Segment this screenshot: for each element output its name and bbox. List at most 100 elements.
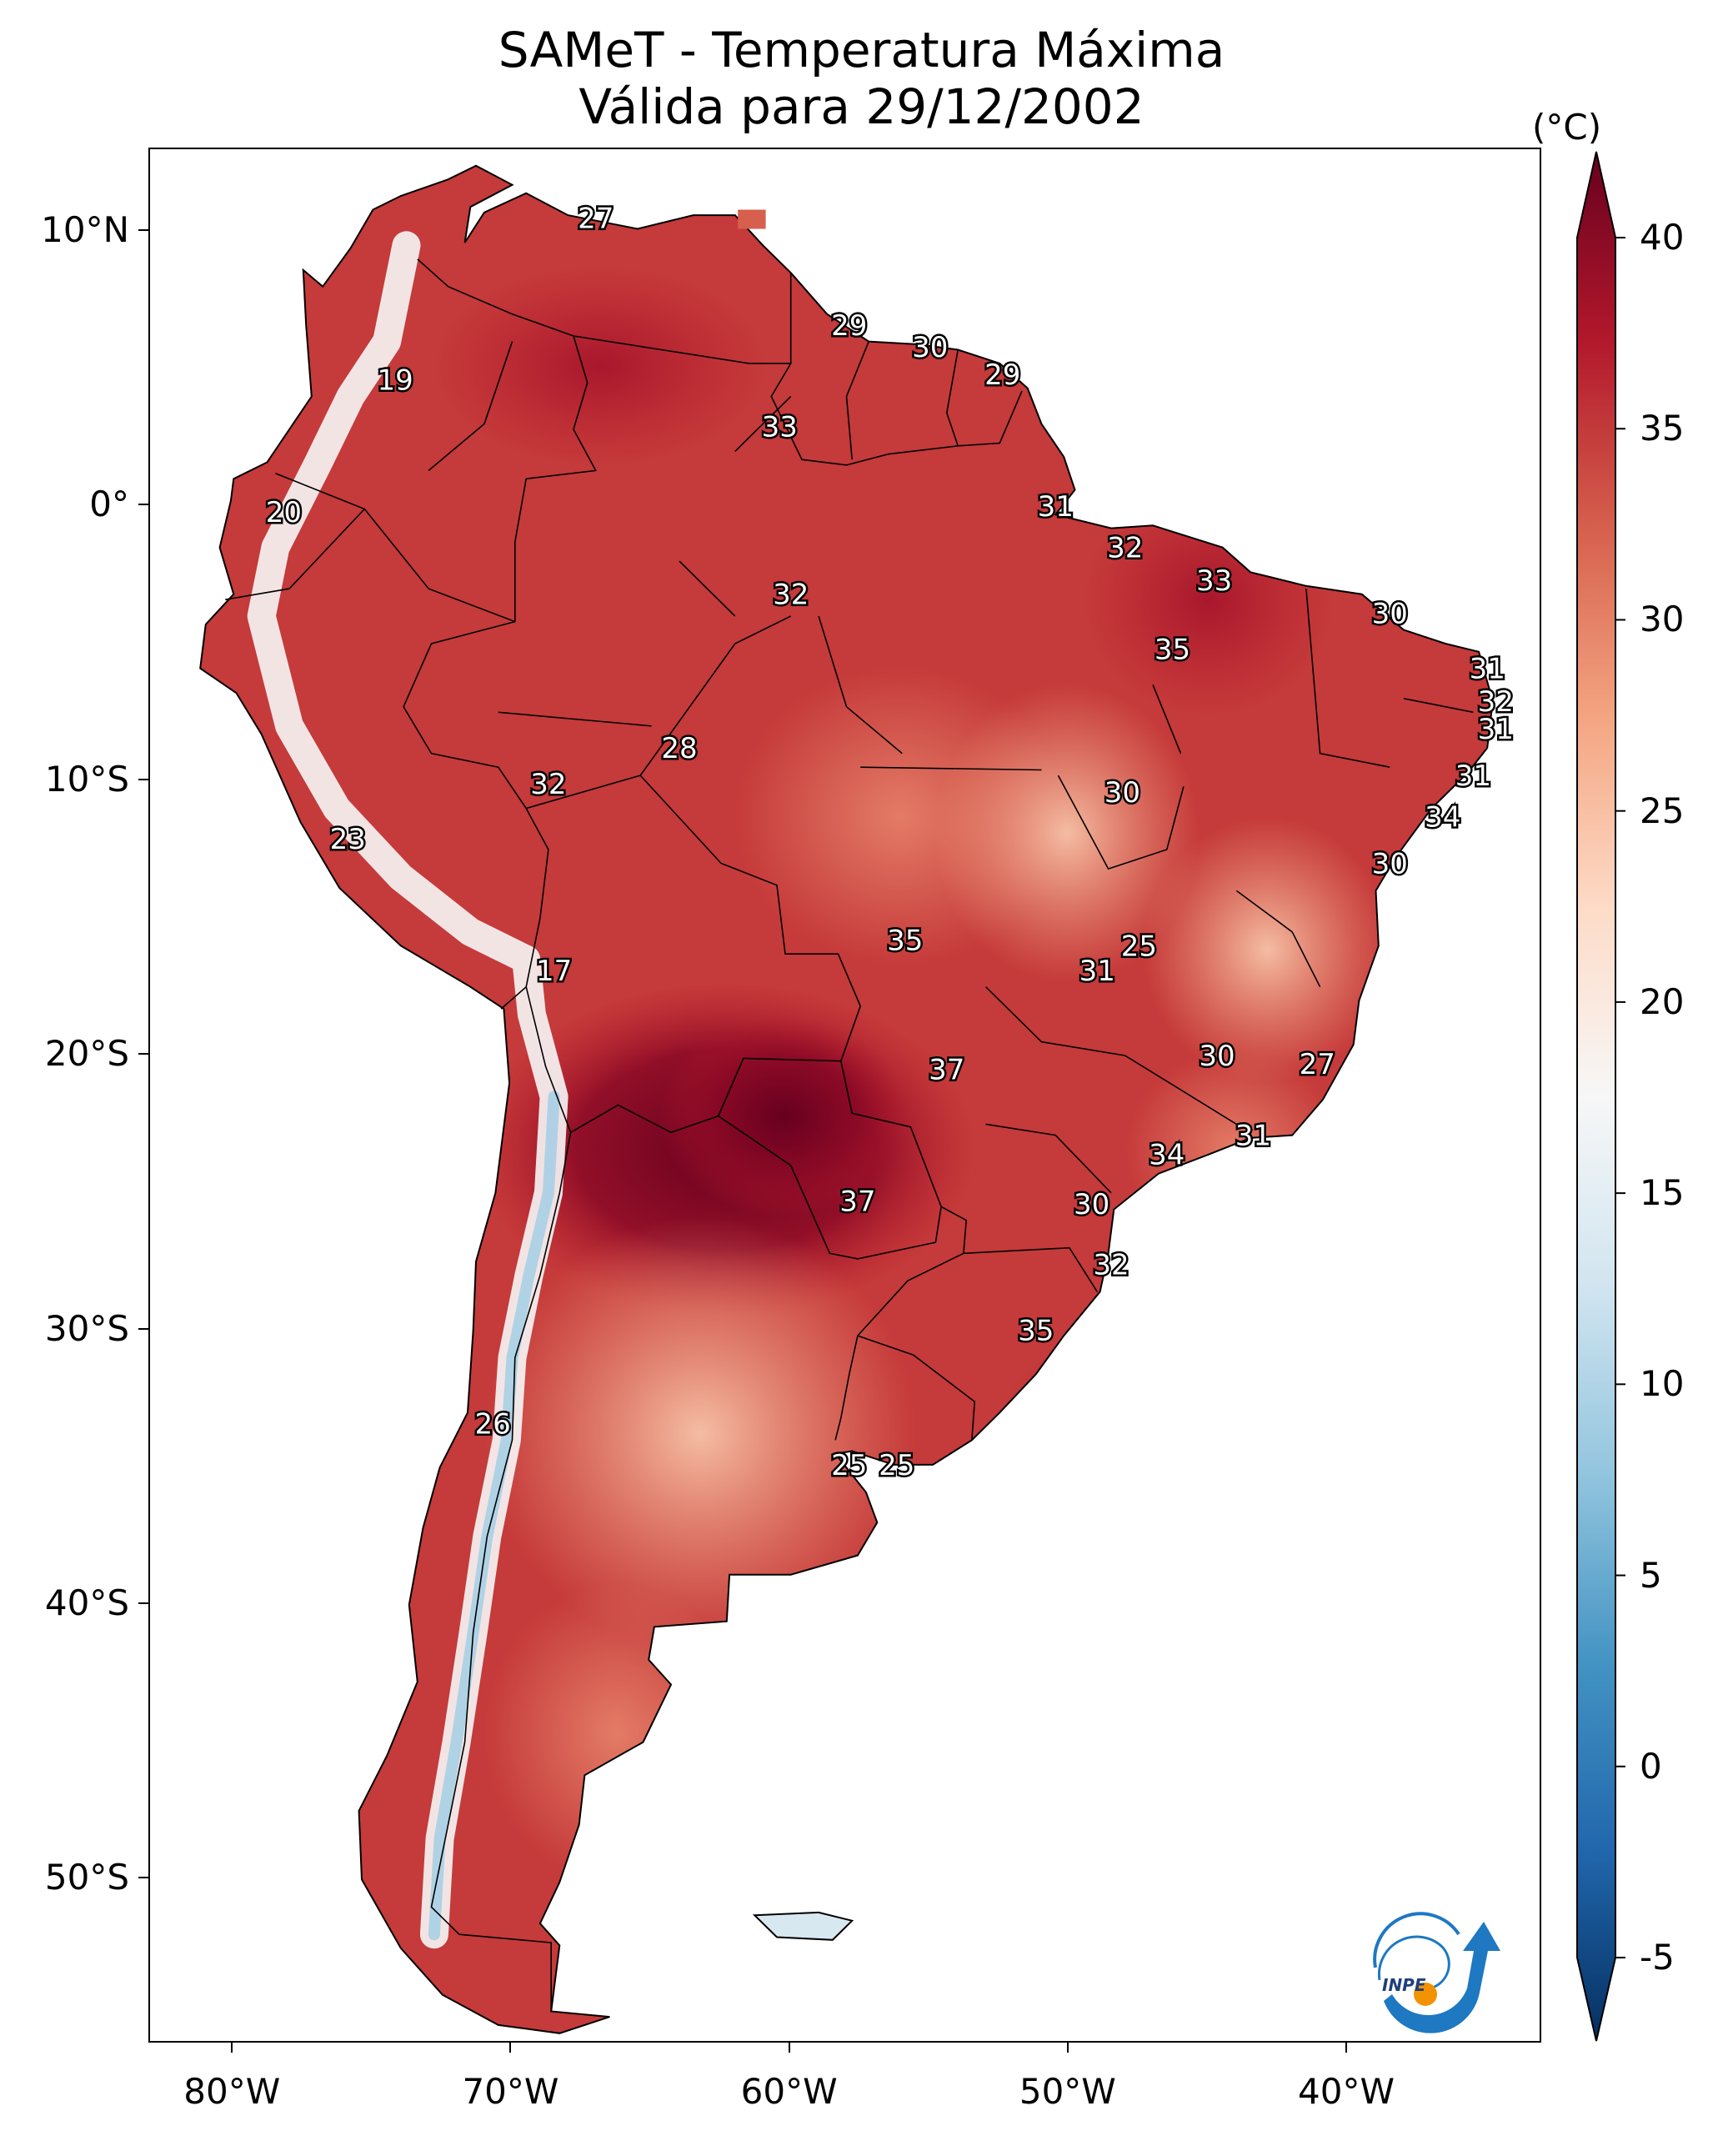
contour-label: 34 bbox=[1425, 801, 1460, 835]
colorbar-tick-label: 5 bbox=[1640, 1554, 1662, 1596]
colorbar-tick-label: 35 bbox=[1640, 408, 1685, 449]
map-subtitle: Válida para 29/12/2002 bbox=[579, 78, 1144, 135]
longitude-tick bbox=[509, 2043, 512, 2053]
latitude-tick-label: 30°S bbox=[44, 1307, 129, 1349]
longitude-tick bbox=[1345, 2043, 1348, 2053]
contour-label: 27 bbox=[1300, 1048, 1335, 1081]
contour-label: 29 bbox=[984, 358, 1020, 392]
contour-label: 17 bbox=[536, 955, 572, 988]
latitude-tick bbox=[138, 504, 148, 506]
contour-label: 25 bbox=[1121, 930, 1157, 963]
country-border bbox=[718, 1060, 942, 1260]
contour-label: 30 bbox=[1074, 1188, 1109, 1221]
contour-label: 30 bbox=[912, 331, 948, 364]
contour-label: 37 bbox=[839, 1186, 875, 1219]
country-border bbox=[985, 986, 1237, 1126]
country-border bbox=[945, 349, 959, 447]
contour-label: 32 bbox=[1478, 685, 1514, 719]
latitude-tick-label: 20°S bbox=[44, 1033, 129, 1075]
contour-label: 35 bbox=[1018, 1315, 1054, 1348]
country-borders bbox=[225, 258, 1474, 2012]
latitude-tick bbox=[138, 1877, 148, 1879]
longitude-tick-label: 40°W bbox=[1298, 2071, 1395, 2112]
latitude-tick-label: 10°S bbox=[44, 758, 129, 800]
contour-label: 28 bbox=[661, 732, 697, 765]
contour-label: 31 bbox=[1478, 713, 1514, 746]
contour-label: 32 bbox=[773, 579, 809, 612]
map-panel[interactable]: 27 29 30 29 19 33 31 20 32 33 32 30 35 31 32 31 28 31 32 30… bbox=[148, 148, 1541, 2043]
contour-label: 30 bbox=[1199, 1040, 1235, 1073]
colorbar-tick-label: 10 bbox=[1640, 1363, 1685, 1405]
contour-label: 34 bbox=[1149, 1139, 1185, 1172]
country-border bbox=[1057, 775, 1185, 870]
country-border bbox=[1235, 890, 1321, 988]
contour-label: 32 bbox=[530, 768, 566, 801]
country-border bbox=[734, 395, 792, 452]
longitude-tick-label: 80°W bbox=[183, 2071, 281, 2112]
contour-label: 27 bbox=[578, 202, 614, 235]
contour-label: 31 bbox=[1079, 955, 1115, 988]
country-border bbox=[1152, 684, 1182, 755]
contour-label: 31 bbox=[1038, 490, 1074, 524]
country-border bbox=[857, 1335, 976, 1441]
country-border bbox=[498, 711, 652, 727]
contour-label: 29 bbox=[831, 309, 867, 343]
contour-label: 33 bbox=[1196, 564, 1232, 598]
longitude-tick bbox=[788, 2043, 790, 2053]
contour-label: 33 bbox=[762, 411, 798, 444]
country-border bbox=[860, 766, 1042, 771]
colorbar-tick-label: 15 bbox=[1640, 1172, 1685, 1214]
continent-landmass bbox=[199, 164, 1494, 2034]
logo-arc bbox=[1384, 1922, 1500, 2033]
contour-label: 30 bbox=[1104, 776, 1140, 810]
latitude-tick bbox=[138, 1327, 148, 1330]
latitude-tick bbox=[138, 1602, 148, 1604]
contour-label: 25 bbox=[831, 1449, 867, 1482]
country-border bbox=[430, 1132, 572, 2012]
latitude-tick-label: 0° bbox=[89, 484, 129, 525]
contour-label: 32 bbox=[1093, 1248, 1129, 1281]
contour-label: 35 bbox=[1155, 634, 1190, 667]
colorbar-unit: (°C) bbox=[1532, 107, 1602, 148]
longitude-tick-label: 70°W bbox=[462, 2071, 559, 2112]
contour-label: 32 bbox=[1107, 532, 1143, 565]
inpe-logo: INPE bbox=[1373, 1912, 1500, 2033]
colorbar-tick-label: 30 bbox=[1640, 599, 1685, 640]
country-border bbox=[985, 1123, 1112, 1194]
country-border bbox=[275, 258, 597, 623]
contour-label: 35 bbox=[887, 925, 923, 958]
colorbar-tick-label: 0 bbox=[1640, 1745, 1662, 1787]
contour-label: 37 bbox=[929, 1054, 964, 1087]
country-border bbox=[225, 508, 365, 600]
contour-label: 19 bbox=[377, 364, 413, 398]
map-title: SAMeT - Temperatura Máxima bbox=[498, 22, 1225, 78]
logo-dot bbox=[1414, 1983, 1437, 2006]
country-border bbox=[818, 615, 903, 755]
latitude-tick-label: 10°N bbox=[41, 208, 129, 250]
latitude-tick-label: 40°S bbox=[44, 1582, 129, 1623]
country-border bbox=[679, 560, 736, 617]
contour-label: 23 bbox=[330, 823, 366, 856]
country-border bbox=[428, 341, 513, 472]
colorbar bbox=[1576, 151, 1625, 2042]
longitude-tick bbox=[1066, 2043, 1069, 2053]
colorbar-tick-label: 40 bbox=[1640, 217, 1685, 258]
contour-label: 30 bbox=[1372, 598, 1408, 631]
longitude-tick-label: 50°W bbox=[1019, 2071, 1116, 2112]
colorbar-tick-label: 25 bbox=[1640, 790, 1685, 831]
latitude-tick bbox=[138, 1053, 148, 1055]
latitude-tick bbox=[138, 228, 148, 231]
country-border bbox=[845, 341, 869, 460]
country-border bbox=[403, 620, 549, 1010]
contour-label: 31 bbox=[1455, 760, 1491, 793]
latitude-tick bbox=[138, 778, 148, 780]
country-border bbox=[1403, 698, 1474, 714]
svg-text:INPE: INPE bbox=[1382, 1975, 1426, 1995]
contour-label: 30 bbox=[1372, 848, 1408, 881]
contour-label: 25 bbox=[879, 1449, 914, 1482]
contour-label: 20 bbox=[266, 496, 302, 529]
contour-label: 31 bbox=[1235, 1120, 1271, 1153]
longitude-tick-label: 60°W bbox=[740, 2071, 838, 2112]
